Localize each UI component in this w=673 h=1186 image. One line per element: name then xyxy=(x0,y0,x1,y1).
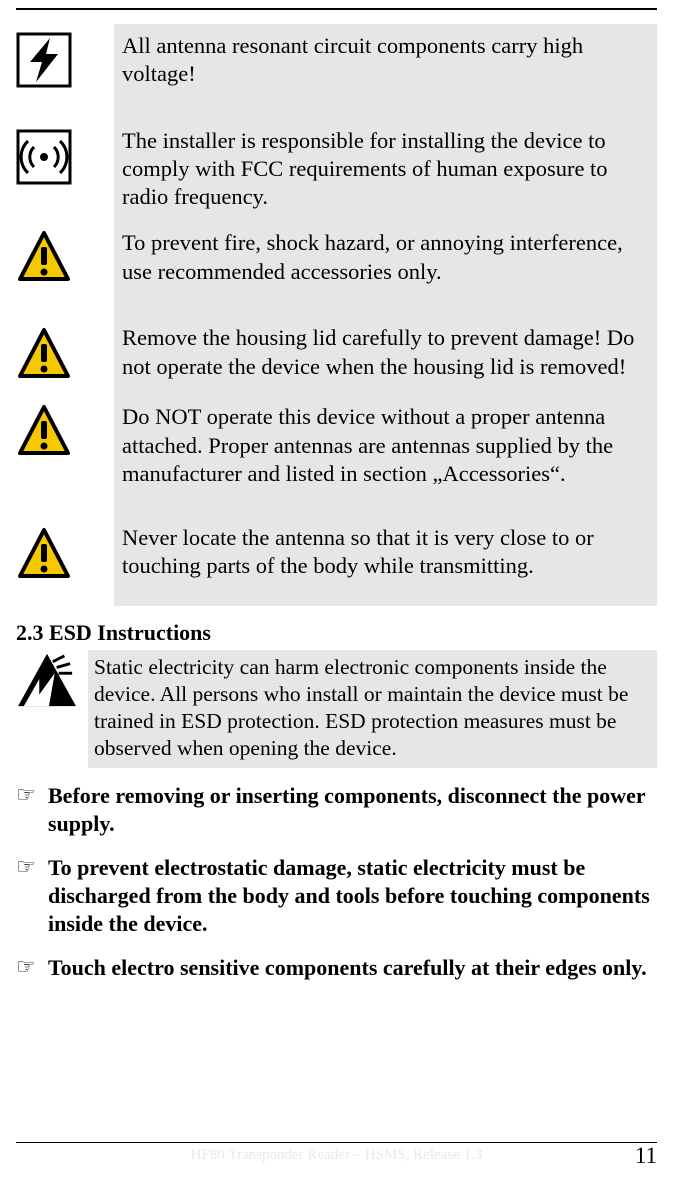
footer-center-text: HF80 Transponder Reader – HSMS, Release … xyxy=(191,1147,483,1164)
warning-row: Do NOT operate this device without a pro… xyxy=(16,395,657,497)
warning-row: The installer is responsible for install… xyxy=(16,101,657,221)
bullet-text: Touch electro sensitive components caref… xyxy=(48,954,657,982)
caution-triangle-icon xyxy=(16,229,72,285)
bullet-item: ☞ Touch electro sensitive components car… xyxy=(16,954,657,982)
warning-icon-cell xyxy=(16,221,114,298)
warning-row: Remove the housing lid carefully to prev… xyxy=(16,298,657,395)
warnings-table: All antenna resonant circuit components … xyxy=(16,24,657,606)
lightning-icon xyxy=(16,32,72,88)
warning-icon-cell xyxy=(16,498,114,606)
bullet-list: ☞ Before removing or inserting component… xyxy=(16,782,657,983)
warning-icon-cell xyxy=(16,395,114,497)
esd-row: Static electricity can harm electronic c… xyxy=(16,650,657,768)
bullet-text: Before removing or inserting components,… xyxy=(48,782,657,838)
warning-text: All antenna resonant circuit components … xyxy=(114,24,657,101)
warning-icon-cell xyxy=(16,24,114,101)
warning-text: To prevent fire, shock hazard, or annoyi… xyxy=(114,221,657,298)
pointing-hand-icon: ☞ xyxy=(16,954,48,980)
caution-triangle-icon xyxy=(16,326,72,382)
warning-icon-cell xyxy=(16,101,114,221)
esd-icon xyxy=(16,650,88,713)
bullet-item: ☞ To prevent electrostatic damage, stati… xyxy=(16,854,657,938)
pointing-hand-icon: ☞ xyxy=(16,782,48,808)
bullet-text: To prevent electrostatic damage, static … xyxy=(48,854,657,938)
warning-row: To prevent fire, shock hazard, or annoyi… xyxy=(16,221,657,298)
caution-triangle-icon xyxy=(16,526,72,582)
warning-text: The installer is responsible for install… xyxy=(114,101,657,221)
section-heading: 2.3 ESD Instructions xyxy=(16,620,657,646)
esd-text: Static electricity can harm electronic c… xyxy=(88,650,657,768)
pointing-hand-icon: ☞ xyxy=(16,854,48,880)
warning-text: Never locate the antenna so that it is v… xyxy=(114,498,657,606)
top-divider xyxy=(16,8,657,10)
warning-icon-cell xyxy=(16,298,114,395)
warning-row: All antenna resonant circuit components … xyxy=(16,24,657,101)
warning-text: Remove the housing lid carefully to prev… xyxy=(114,298,657,395)
page-footer: HF80 Transponder Reader – HSMS, Release … xyxy=(16,1142,657,1176)
rf-antenna-icon xyxy=(16,129,72,185)
warning-row: Never locate the antenna so that it is v… xyxy=(16,498,657,606)
caution-triangle-icon xyxy=(16,403,72,459)
warning-text: Do NOT operate this device without a pro… xyxy=(114,395,657,497)
footer-page-number: 11 xyxy=(635,1143,657,1169)
bullet-item: ☞ Before removing or inserting component… xyxy=(16,782,657,838)
